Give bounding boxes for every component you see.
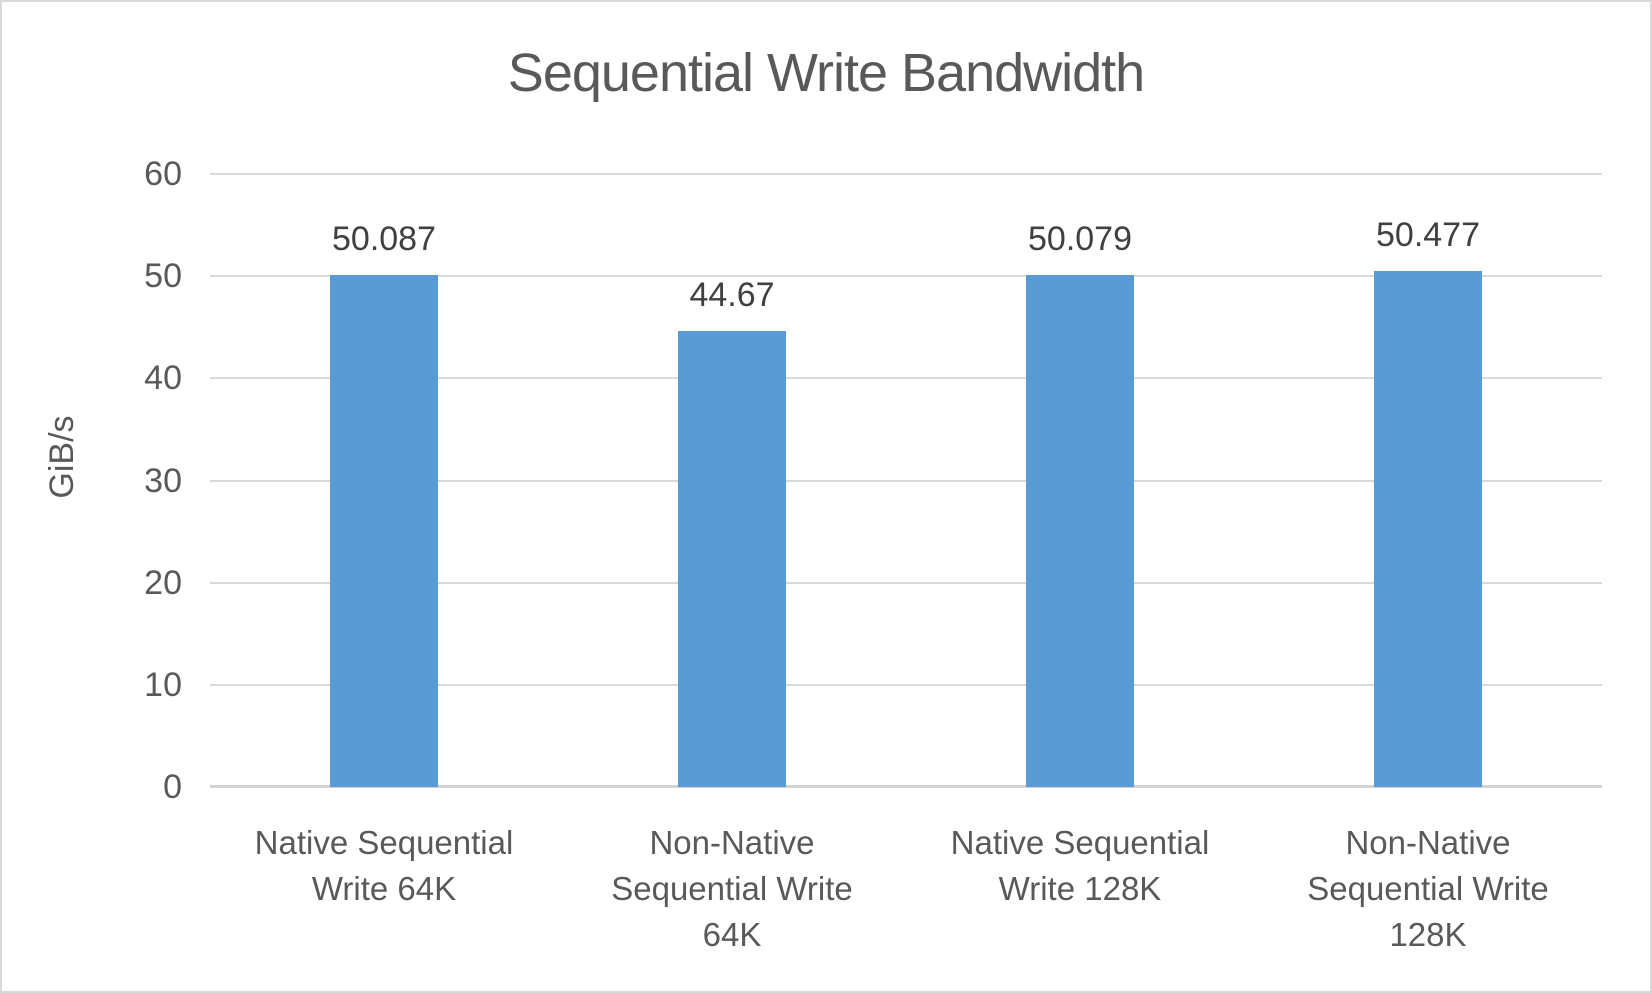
bar-value-label: 50.477 — [1376, 216, 1480, 255]
bar — [1374, 271, 1482, 787]
bar — [1026, 275, 1134, 787]
y-tick-label: 0 — [163, 768, 182, 806]
bar — [678, 330, 786, 787]
y-tick-label: 50 — [144, 257, 182, 296]
category-label: Non-Native Sequential Write 128K — [1307, 824, 1549, 953]
x-axis-baseline — [210, 785, 1602, 788]
gridline — [210, 479, 1602, 482]
bar — [330, 275, 438, 787]
y-tick-label: 20 — [144, 563, 182, 602]
y-axis: 0 10 20 30 40 50 60 — [2, 155, 182, 806]
gridline — [210, 683, 1602, 686]
y-tick-label: 40 — [144, 359, 182, 398]
gridline — [210, 275, 1602, 278]
y-tick-label: 60 — [144, 155, 182, 193]
gridline — [210, 581, 1602, 584]
bar-value-label: 50.079 — [1028, 220, 1132, 259]
gridline — [210, 377, 1602, 380]
bar-value-label: 44.67 — [689, 275, 775, 314]
chart-title: Sequential Write Bandwidth — [507, 43, 1145, 103]
plot-area: 50.087 Native Sequential Write 64K 44.67 No… — [210, 173, 1602, 953]
category-label: Non-Native Sequential Write 64K — [611, 824, 853, 953]
y-tick-label: 10 — [144, 665, 182, 704]
bar-value-label: 50.087 — [332, 220, 436, 259]
category-label: Native Sequential Write 128K — [950, 824, 1210, 907]
y-tick-label: 30 — [144, 461, 182, 500]
gridline — [210, 173, 1602, 175]
category-label: Native Sequential Write 64K — [254, 824, 514, 907]
